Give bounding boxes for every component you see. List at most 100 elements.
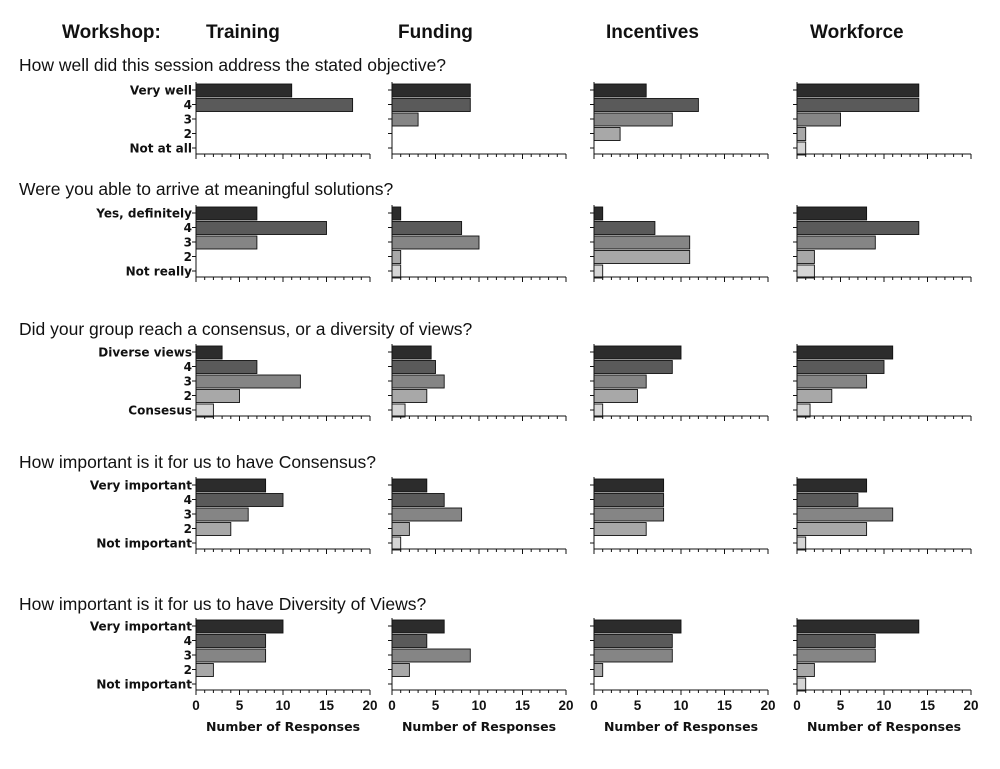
bar: [593, 221, 656, 235]
bar: [796, 264, 815, 279]
bar: [796, 127, 807, 141]
bar: [796, 619, 920, 634]
bar: [593, 127, 621, 141]
bar: [391, 634, 428, 648]
bar: [593, 374, 647, 389]
category-label: 3: [184, 508, 192, 522]
category-label: Very important: [90, 620, 192, 634]
bar: [593, 250, 691, 264]
bar: [391, 648, 471, 663]
category-label: 3: [184, 113, 192, 127]
x-tick-label: 5: [634, 698, 642, 713]
bar: [796, 522, 868, 536]
bar: [391, 507, 463, 522]
bar: [391, 360, 436, 374]
bar: [391, 83, 471, 98]
bar: [195, 648, 267, 663]
category-label: 4: [184, 360, 192, 374]
bar: [391, 493, 445, 507]
x-tick-label: 0: [793, 698, 801, 713]
bar: [796, 141, 807, 156]
bar: [796, 677, 807, 692]
x-tick-label: 15: [920, 698, 936, 713]
bar: [391, 619, 445, 634]
category-label: Consesus: [128, 404, 192, 418]
x-tick-label: 5: [432, 698, 440, 713]
category-label: Diverse views: [98, 346, 192, 360]
category-label: 4: [184, 221, 192, 235]
x-tick-label: 5: [236, 698, 244, 713]
column-header-incentives: Incentives: [606, 22, 699, 43]
bar: [195, 619, 284, 634]
category-label: Not important: [96, 678, 192, 692]
bar: [796, 374, 868, 389]
category-label: 2: [184, 250, 192, 264]
x-tick-label: 0: [388, 698, 396, 713]
bar: [195, 522, 232, 536]
bar: [195, 634, 267, 648]
bar: [391, 221, 463, 235]
question-title: Did your group reach a consensus, or a d…: [19, 319, 473, 339]
question-title: Were you able to arrive at meaningful so…: [19, 179, 393, 199]
bar: [796, 83, 920, 98]
bar: [796, 403, 811, 418]
workshop-header-label: Workshop:: [62, 22, 161, 43]
category-label: Very important: [90, 479, 192, 493]
x-tick-label: 0: [590, 698, 598, 713]
bar: [593, 206, 604, 221]
x-axis-title: Number of Responses: [206, 719, 360, 734]
bar: [195, 345, 223, 360]
bar: [593, 360, 673, 374]
bar: [796, 360, 885, 374]
question-title: How well did this session address the st…: [19, 55, 446, 75]
x-tick-label: 20: [963, 698, 978, 713]
bar: [796, 221, 920, 235]
bar: [195, 507, 249, 522]
bar: [593, 98, 699, 112]
category-label: 3: [184, 375, 192, 389]
bar: [593, 403, 604, 418]
bar: [195, 221, 327, 235]
bar: [796, 389, 833, 403]
category-label: Very well: [130, 84, 192, 98]
bar: [195, 389, 240, 403]
bar: [391, 536, 402, 551]
bar: [796, 478, 868, 493]
x-tick-label: 10: [876, 698, 891, 713]
x-tick-label: 10: [471, 698, 486, 713]
question-title: How important is it for us to have Conse…: [19, 452, 376, 472]
bar: [195, 493, 284, 507]
bar: [796, 345, 894, 360]
bar: [796, 663, 815, 677]
bar: [593, 648, 673, 663]
bar: [391, 389, 428, 403]
bar: [391, 663, 410, 677]
bar: [593, 522, 647, 536]
bar: [391, 206, 402, 221]
category-label: 2: [184, 663, 192, 677]
bar: [391, 522, 410, 536]
column-header-training: Training: [206, 22, 280, 43]
category-label: Not important: [96, 537, 192, 551]
x-tick-label: 5: [837, 698, 845, 713]
bar: [593, 493, 665, 507]
bar: [195, 360, 258, 374]
bar: [796, 206, 868, 221]
bar: [195, 374, 301, 389]
x-tick-label: 20: [760, 698, 775, 713]
bar: [391, 235, 480, 250]
bar: [593, 478, 665, 493]
bar: [195, 206, 258, 221]
bar: [593, 663, 604, 677]
bar: [195, 235, 258, 250]
bar: [796, 493, 859, 507]
x-tick-label: 10: [673, 698, 688, 713]
x-tick-label: 0: [192, 698, 200, 713]
bar: [593, 264, 604, 279]
bar: [391, 98, 471, 112]
column-header-funding: Funding: [398, 22, 473, 43]
bar: [593, 345, 682, 360]
category-label: 4: [184, 98, 192, 112]
category-label: Yes, definitely: [95, 207, 192, 221]
